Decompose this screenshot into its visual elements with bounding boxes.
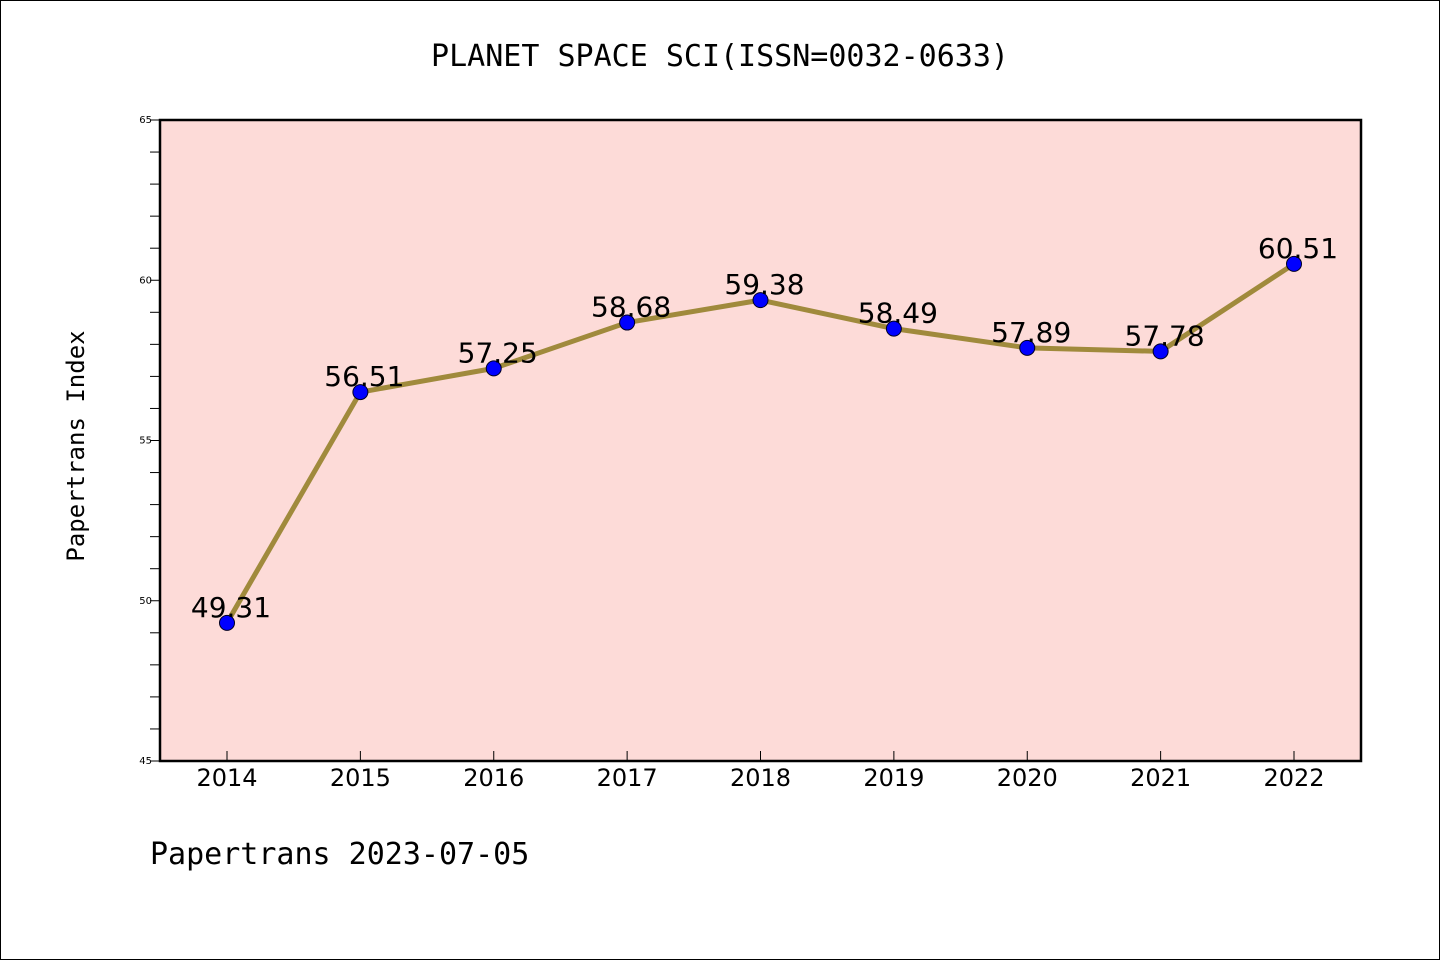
data-point bbox=[752, 292, 769, 309]
y-axis-label: Papertrans Index bbox=[62, 330, 90, 561]
data-label: 57.78 bbox=[1125, 319, 1205, 352]
x-tick-label: 2016 bbox=[463, 764, 524, 792]
x-tick-label: 2017 bbox=[597, 764, 658, 792]
data-label: 57.89 bbox=[991, 316, 1071, 349]
y-tick-label: 50 bbox=[139, 596, 152, 607]
y-tick-label: 55 bbox=[139, 436, 152, 447]
data-label: 57.25 bbox=[458, 336, 538, 369]
y-tick-label: 60 bbox=[139, 275, 152, 286]
data-label: 58.68 bbox=[591, 291, 671, 324]
x-tick-label: 2018 bbox=[730, 764, 791, 792]
y-tick-label: 65 bbox=[139, 115, 152, 126]
data-label: 49.31 bbox=[191, 591, 271, 624]
y-tick-label: 45 bbox=[139, 756, 152, 767]
footer-credit: Papertrans 2023-07-05 bbox=[150, 837, 529, 872]
data-label: 59.38 bbox=[724, 268, 804, 301]
data-label: 56.51 bbox=[324, 360, 404, 393]
data-point bbox=[1286, 255, 1302, 272]
x-tick-label: 2022 bbox=[1263, 764, 1324, 792]
series-group: 49.31 56.51 57.25 58.68 59.38 58.49 57.89 57.78… bbox=[191, 232, 1338, 631]
chart-title: PLANET SPACE SCI(ISSN=0032-0633) bbox=[431, 39, 1009, 74]
plot-area bbox=[158, 118, 1363, 763]
y-axis: 45 50 55 60 65 bbox=[139, 115, 160, 767]
data-point bbox=[1019, 339, 1036, 356]
data-point bbox=[1152, 343, 1169, 360]
data-point bbox=[619, 314, 636, 331]
data-point bbox=[485, 360, 502, 377]
data-label: 60.51 bbox=[1258, 232, 1338, 265]
x-tick-label: 2021 bbox=[1130, 764, 1191, 792]
x-tick-label: 2014 bbox=[196, 764, 257, 792]
data-point bbox=[219, 614, 235, 631]
x-tick-label: 2020 bbox=[997, 764, 1058, 792]
data-label: 58.49 bbox=[858, 297, 938, 330]
x-tick-label: 2019 bbox=[863, 764, 924, 792]
x-axis: 2014 2015 2016 2017 2018 2019 2020 2021 2022 bbox=[196, 751, 1325, 792]
data-point bbox=[885, 320, 902, 337]
data-point bbox=[352, 384, 369, 401]
x-tick-label: 2015 bbox=[330, 764, 391, 792]
